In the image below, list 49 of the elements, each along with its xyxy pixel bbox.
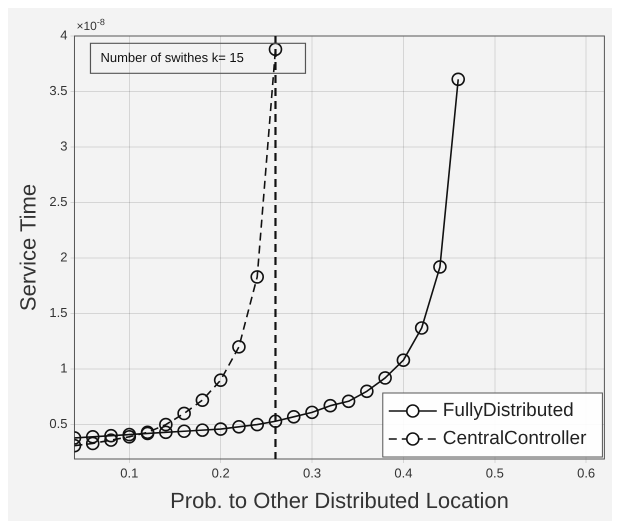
- point: [324, 398, 338, 413]
- x-tick-label: 0.4: [394, 465, 412, 480]
- y-axis-title: Service Time: [15, 184, 40, 312]
- point: [378, 371, 392, 385]
- point: [232, 340, 246, 354]
- point: [214, 373, 228, 387]
- point: [268, 414, 282, 428]
- point: [268, 42, 282, 56]
- legend-label: FullyDistributed: [442, 400, 574, 422]
- point: [196, 393, 210, 407]
- legend-label: CentralController: [442, 428, 588, 450]
- y-tick-label: 4: [60, 28, 68, 43]
- point: [286, 410, 301, 424]
- point: [232, 420, 246, 434]
- point: [433, 260, 447, 274]
- annotation: Number of swithes k= 15: [100, 50, 244, 65]
- y-tick-label: 3.5: [49, 83, 68, 98]
- y-tick-label: 1.5: [49, 305, 68, 320]
- point: [159, 418, 173, 432]
- point: [177, 406, 191, 420]
- point: [305, 406, 319, 420]
- point: [177, 424, 191, 438]
- x-tick-label: 0.6: [577, 465, 596, 480]
- point: [396, 353, 410, 367]
- y-tick-label: 0.5: [49, 416, 68, 432]
- point: [360, 384, 374, 398]
- point: [104, 428, 118, 442]
- y-tick-label: 1: [60, 360, 68, 376]
- point: [104, 433, 118, 447]
- point: [86, 436, 100, 450]
- point: [250, 418, 264, 432]
- y-tick-label: 2.5: [49, 194, 68, 210]
- point: [342, 394, 356, 408]
- x-tick-label: 0.5: [486, 465, 504, 480]
- x-tick-label: 0.2: [212, 465, 230, 480]
- point: [86, 430, 100, 444]
- x-axis-title: Prob. to Other Distributed Location: [170, 488, 509, 513]
- point: [159, 426, 173, 440]
- y-tick-label: 3: [60, 138, 68, 154]
- x-tick-label: 0.1: [120, 465, 138, 480]
- point: [122, 430, 136, 444]
- point: [196, 423, 210, 437]
- point: [122, 428, 136, 442]
- point: [414, 321, 428, 335]
- point: [250, 270, 264, 284]
- x-tick-label: 0.3: [302, 465, 322, 480]
- point: [451, 72, 466, 86]
- point: [214, 422, 228, 436]
- y-tick-label: 2: [60, 250, 68, 265]
